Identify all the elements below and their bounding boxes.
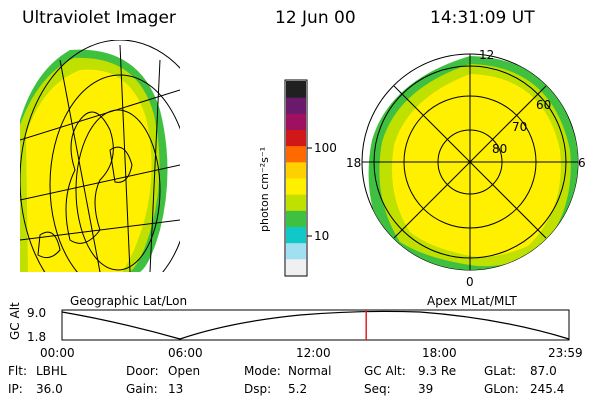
- info-glat-value: 87.0: [530, 364, 557, 378]
- info-gcalt-label: GC Alt:: [364, 364, 406, 378]
- info-ip-value: 36.0: [36, 382, 63, 396]
- info-gain-value: 13: [168, 382, 184, 396]
- timeline-plot: [61, 309, 570, 341]
- colorbar-band: [286, 178, 306, 195]
- colorbar: [284, 79, 312, 277]
- info-flt-value: LBHL: [36, 364, 67, 378]
- time-label: 14:31:09 UT: [430, 8, 535, 28]
- colorbar-band: [286, 129, 306, 147]
- info-glat-label: GLat:: [484, 364, 517, 378]
- info-door-value: Open: [168, 364, 201, 378]
- info-glon-label: GLon:: [484, 382, 519, 396]
- mlt-label-6: 6: [578, 156, 586, 170]
- colorbar-band: [286, 97, 306, 114]
- mlt-label-0: 0: [466, 275, 474, 289]
- colorbar-tick-100: 100: [314, 141, 337, 155]
- timeline-xtick-0000: 00:00: [40, 346, 75, 360]
- colorbar-tick-10: 10: [314, 229, 330, 243]
- timeline-xtick-2359: 23:59: [548, 346, 583, 360]
- info-mode-label: Mode:: [244, 364, 281, 378]
- colorbar-band: [286, 145, 306, 163]
- info-dsp-label: Dsp:: [244, 382, 272, 396]
- colorbar-band: [286, 226, 306, 244]
- info-door-label: Door:: [126, 364, 159, 378]
- colorbar-band: [286, 113, 306, 130]
- instrument-title: Ultraviolet Imager: [22, 8, 176, 28]
- timeline-ytick-top: 9.0: [27, 306, 47, 320]
- colorbar-band: [286, 81, 306, 98]
- colorbar-band: [286, 258, 306, 276]
- info-flt-label: Flt:: [8, 364, 27, 378]
- colorbar-band: [286, 194, 306, 211]
- colorbar-unit-label: photon cm⁻²s⁻¹: [258, 146, 271, 232]
- lat-label-80: 80: [492, 142, 508, 156]
- mlt-label-18: 18: [346, 156, 362, 170]
- timeline-y-label: GC Alt: [8, 302, 22, 340]
- colorbar-band: [286, 161, 306, 179]
- info-dsp-value: 5.2: [288, 382, 308, 396]
- info-gain-label: Gain:: [126, 382, 158, 396]
- mlt-label-12: 12: [479, 48, 495, 62]
- info-seq-label: Seq:: [364, 382, 391, 396]
- date-label: 12 Jun 00: [275, 8, 356, 28]
- polar-caption: Apex MLat/MLT: [427, 294, 517, 308]
- timeline-xtick-0600: 06:00: [168, 346, 203, 360]
- lat-label-70: 70: [512, 120, 528, 134]
- geographic-image: [20, 40, 180, 272]
- colorbar-band: [286, 242, 306, 260]
- polar-image: [361, 53, 579, 271]
- info-seq-value: 39: [418, 382, 434, 396]
- info-gcalt-value: 9.3 Re: [418, 364, 457, 378]
- info-mode-value: Normal: [288, 364, 332, 378]
- timeline-xtick-1200: 12:00: [296, 346, 331, 360]
- info-ip-label: IP:: [8, 382, 23, 396]
- timeline-xtick-1800: 18:00: [422, 346, 457, 360]
- colorbar-band: [286, 210, 306, 227]
- geographic-caption: Geographic Lat/Lon: [70, 294, 188, 308]
- info-glon-value: 245.4: [530, 382, 565, 396]
- lat-label-60: 60: [536, 98, 552, 112]
- timeline-ytick-bottom: 1.8: [27, 330, 47, 344]
